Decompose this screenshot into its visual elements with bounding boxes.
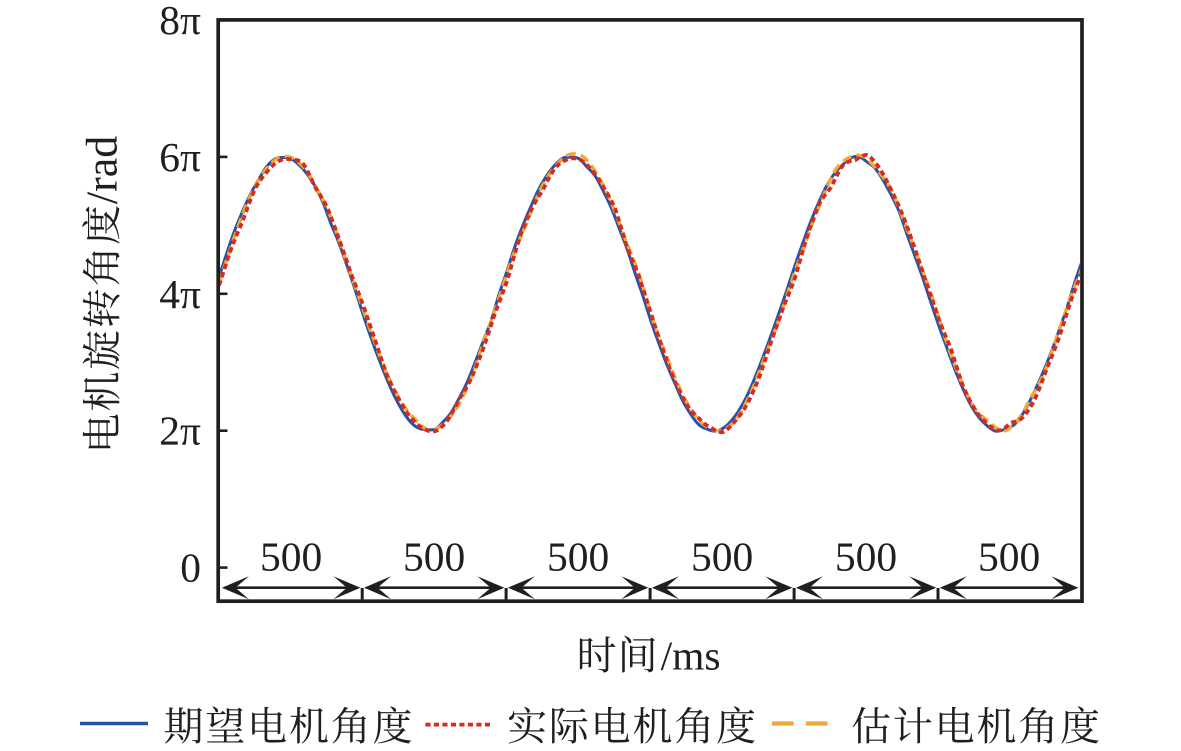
svg-text:500: 500 bbox=[978, 534, 1040, 580]
svg-text:500: 500 bbox=[260, 534, 322, 580]
svg-text:/rad: /rad bbox=[77, 136, 126, 204]
svg-text:6π: 6π bbox=[159, 134, 201, 180]
svg-text:2π: 2π bbox=[159, 408, 201, 454]
svg-text:8π: 8π bbox=[159, 0, 201, 43]
svg-text:4π: 4π bbox=[159, 271, 201, 317]
svg-text:/ms: /ms bbox=[661, 632, 721, 678]
svg-text:500: 500 bbox=[547, 534, 609, 580]
svg-text:500: 500 bbox=[835, 534, 897, 580]
svg-text:0: 0 bbox=[180, 545, 201, 591]
svg-text:500: 500 bbox=[691, 534, 753, 580]
svg-text:500: 500 bbox=[403, 534, 465, 580]
